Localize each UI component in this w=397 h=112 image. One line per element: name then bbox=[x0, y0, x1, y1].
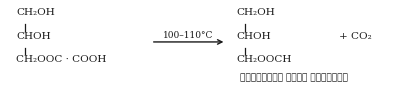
Text: 100–110°C: 100–110°C bbox=[164, 30, 214, 39]
Text: CH₂OH: CH₂OH bbox=[236, 8, 275, 17]
Text: CHOH: CHOH bbox=[16, 31, 50, 40]
Text: CH₂OH: CH₂OH bbox=[16, 8, 55, 17]
Text: CHOH: CHOH bbox=[236, 31, 271, 40]
Text: CH₂OOCH: CH₂OOCH bbox=[236, 55, 291, 64]
Text: ग्लिसरॉल मोनो फॉर्मेट: ग्लिसरॉल मोनो फॉर्मेट bbox=[240, 72, 348, 81]
Text: + CO₂: + CO₂ bbox=[339, 31, 372, 40]
Text: CH₂OOC · COOH: CH₂OOC · COOH bbox=[16, 55, 106, 64]
